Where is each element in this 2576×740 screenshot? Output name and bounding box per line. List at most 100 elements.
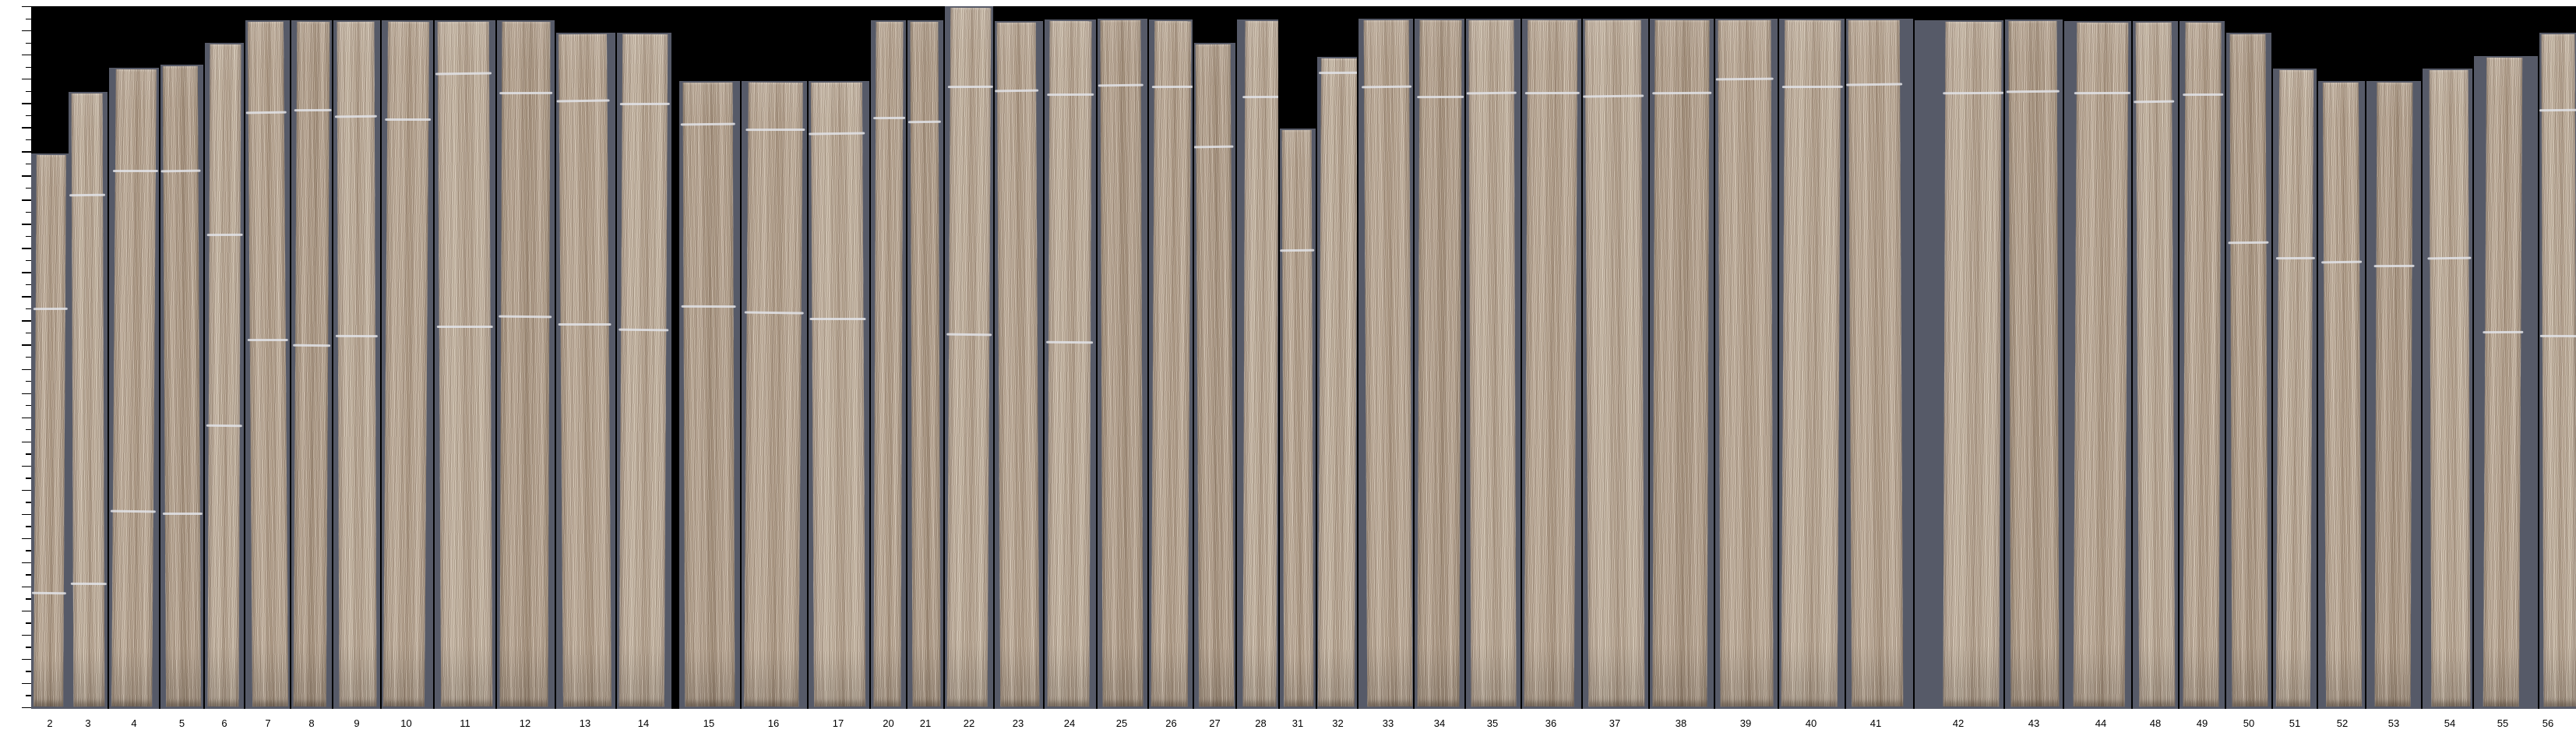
plank-wood-7 bbox=[245, 21, 289, 707]
plank-scan-40[interactable] bbox=[1779, 19, 1845, 709]
plank-wood-41 bbox=[1846, 19, 1904, 707]
marker-line bbox=[69, 193, 106, 197]
plank-scan-49[interactable] bbox=[2180, 21, 2225, 709]
ruler-tick bbox=[22, 682, 31, 685]
marker-line bbox=[294, 108, 332, 112]
plank-scan-32[interactable] bbox=[1317, 57, 1357, 709]
plank-scan-4[interactable] bbox=[109, 68, 159, 709]
plank-wood-49 bbox=[2183, 22, 2224, 707]
plank-scan-44[interactable] bbox=[2064, 21, 2131, 709]
ruler-tick bbox=[26, 90, 31, 92]
marker-line bbox=[809, 317, 866, 321]
marker-line bbox=[1151, 85, 1193, 89]
plank-number-label: 51 bbox=[2289, 717, 2301, 729]
plank-number-label: 40 bbox=[1805, 717, 1817, 729]
plank-wood-44 bbox=[2073, 22, 2130, 707]
plank-scan-20[interactable] bbox=[871, 20, 906, 709]
marker-line bbox=[1846, 83, 1903, 86]
plank-scan-16[interactable] bbox=[742, 81, 807, 709]
marker-line bbox=[335, 334, 378, 338]
plank-wood-31 bbox=[1280, 129, 1315, 707]
plank-number-label: 16 bbox=[767, 717, 780, 729]
plank-number-label: 5 bbox=[178, 717, 185, 729]
plank-scan-24[interactable] bbox=[1045, 19, 1096, 709]
plank-scan-17[interactable] bbox=[809, 81, 869, 709]
plank-scan-31[interactable] bbox=[1280, 129, 1316, 709]
plank-wood-34 bbox=[1417, 19, 1464, 707]
plank-scan-5[interactable] bbox=[160, 65, 203, 709]
plank-scan-41[interactable] bbox=[1846, 19, 1913, 709]
plank-scan-39[interactable] bbox=[1715, 19, 1778, 709]
plank-scan-9[interactable] bbox=[333, 20, 380, 709]
marker-line bbox=[873, 116, 906, 120]
plank-number-label: 12 bbox=[519, 717, 531, 729]
plank-wood-28 bbox=[1242, 20, 1278, 707]
plank-number-label: 7 bbox=[265, 717, 271, 729]
plank-scan-53[interactable] bbox=[2366, 81, 2421, 709]
plank-number-label: 52 bbox=[2336, 717, 2349, 729]
marker-line bbox=[1280, 248, 1315, 252]
plank-scan-26[interactable] bbox=[1149, 19, 1193, 709]
plank-scan-36[interactable] bbox=[1522, 19, 1581, 709]
plank-wood-52 bbox=[2321, 82, 2363, 707]
plank-scan-35[interactable] bbox=[1466, 19, 1521, 709]
ruler-tick bbox=[26, 259, 31, 262]
plank-scan-42[interactable] bbox=[1915, 20, 2003, 709]
plank-scan-15[interactable] bbox=[679, 81, 740, 709]
marker-line bbox=[245, 111, 287, 115]
plank-scan-3[interactable] bbox=[69, 92, 107, 709]
plank-scan-37[interactable] bbox=[1583, 19, 1648, 709]
plank-scan-27[interactable] bbox=[1194, 43, 1235, 709]
marker-line bbox=[247, 339, 288, 342]
plank-wood-15 bbox=[680, 82, 736, 707]
plank-scan-25[interactable] bbox=[1098, 19, 1147, 709]
ruler-tick bbox=[26, 695, 31, 696]
plank-scan-23[interactable] bbox=[995, 21, 1043, 709]
plank-scan-52[interactable] bbox=[2318, 81, 2365, 709]
plank-scan-28[interactable] bbox=[1237, 19, 1278, 709]
plank-number-label: 22 bbox=[963, 717, 975, 729]
marker-line bbox=[2373, 264, 2415, 268]
marker-line bbox=[33, 307, 68, 311]
plank-scan-56[interactable] bbox=[2539, 33, 2576, 709]
plank-scan-51[interactable] bbox=[2273, 69, 2317, 709]
plank-number-label: 56 bbox=[2542, 717, 2554, 729]
plank-scan-43[interactable] bbox=[2005, 19, 2063, 709]
plank-wood-2 bbox=[31, 154, 68, 707]
marker-line bbox=[2228, 241, 2269, 245]
plank-wood-33 bbox=[1362, 19, 1413, 707]
plank-scan-33[interactable] bbox=[1358, 19, 1413, 709]
plank-number-label: 25 bbox=[1115, 717, 1128, 729]
marker-line bbox=[745, 128, 805, 132]
marker-line bbox=[558, 323, 611, 326]
marker-line bbox=[680, 122, 735, 126]
plank-scan-7[interactable] bbox=[245, 20, 290, 709]
plank-wood-48 bbox=[2134, 22, 2176, 707]
ruler-tick bbox=[26, 115, 31, 117]
plank-scan-34[interactable] bbox=[1415, 19, 1464, 709]
plank-scan-48[interactable] bbox=[2133, 21, 2178, 709]
plank-scan-50[interactable] bbox=[2226, 33, 2271, 709]
plank-wood-13 bbox=[556, 33, 612, 707]
plank-number-label: 20 bbox=[883, 717, 894, 729]
plank-scan-6[interactable] bbox=[205, 43, 244, 709]
marker-line bbox=[31, 591, 66, 595]
plank-scan-13[interactable] bbox=[556, 33, 615, 709]
plank-scan-38[interactable] bbox=[1650, 19, 1714, 709]
marker-line bbox=[1417, 95, 1464, 99]
plank-scan-55[interactable] bbox=[2474, 56, 2538, 709]
plank-scan-11[interactable] bbox=[435, 20, 495, 709]
plank-scan-2[interactable] bbox=[31, 153, 69, 709]
plank-scan-12[interactable] bbox=[497, 20, 555, 709]
plank-scan-22[interactable] bbox=[945, 6, 993, 709]
plank-scan-8[interactable] bbox=[291, 20, 332, 709]
plank-number-label: 17 bbox=[832, 717, 844, 729]
plank-number-label: 14 bbox=[637, 717, 650, 729]
plank-scan-21[interactable] bbox=[907, 20, 943, 709]
plank-scan-14[interactable] bbox=[617, 33, 671, 709]
plank-wood-25 bbox=[1098, 19, 1144, 707]
ruler-tick bbox=[26, 429, 31, 431]
plank-scan-54[interactable] bbox=[2423, 69, 2472, 709]
plank-scan-10[interactable] bbox=[382, 20, 433, 709]
ruler-tick bbox=[26, 235, 31, 238]
